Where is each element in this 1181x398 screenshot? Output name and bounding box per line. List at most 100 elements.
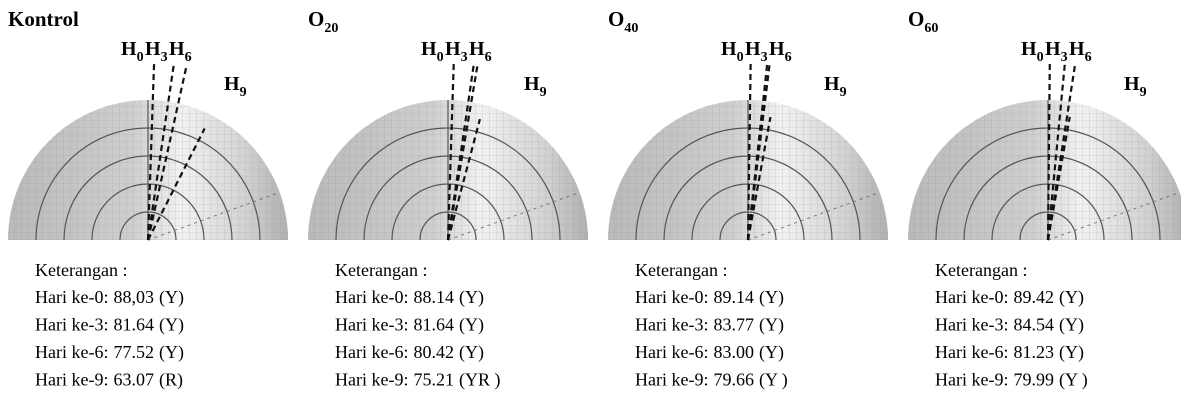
- hue-marker: H6: [469, 38, 492, 65]
- note-heading: Keterangan :: [335, 260, 427, 280]
- page: {"markers": [{"base": "H", "sub": "0"}, …: [0, 0, 1181, 398]
- panel-title: O40: [608, 7, 638, 36]
- row-value: 79.66: [713, 370, 754, 390]
- panel-title: O60: [908, 7, 938, 36]
- hue-marker-base: H: [121, 38, 137, 60]
- hue-marker-base: H: [1124, 73, 1140, 95]
- note-heading: Keterangan :: [935, 260, 1027, 280]
- row-day: Hari ke-6:: [35, 342, 108, 362]
- row-day: Hari ke-9:: [635, 370, 708, 390]
- hue-marker-base: H: [421, 38, 437, 60]
- row-day: Hari ke-0:: [935, 287, 1008, 307]
- row-code: (Y ): [1059, 370, 1088, 391]
- row-value: 79.99: [1013, 370, 1054, 390]
- hue-marker-base: H: [524, 73, 540, 95]
- note-row: Hari ke-9:75.21(YR ): [335, 370, 500, 391]
- note-row: Hari ke-9:63.07(R): [35, 370, 183, 391]
- hue-marker-sub: 3: [1061, 50, 1068, 65]
- note-row: Hari ke-6:83.00(Y): [635, 342, 784, 363]
- row-value: 81.64: [413, 315, 454, 335]
- note-row: Hari ke-3:83.77(Y): [635, 315, 784, 336]
- row-code: (R): [159, 370, 183, 391]
- hue-marker-base: H: [721, 38, 737, 60]
- hue-marker: H9: [1124, 73, 1147, 100]
- hue-marker-base: H: [224, 73, 240, 95]
- note-heading: Keterangan :: [635, 260, 727, 280]
- row-code: (Y): [1059, 287, 1084, 308]
- hue-marker-sub: 6: [785, 50, 792, 65]
- row-code: (Y): [759, 342, 784, 363]
- row-value: 75.21: [413, 370, 454, 390]
- hue-marker-sub: 6: [1085, 50, 1092, 65]
- note-row: Hari ke-3:81.64(Y): [335, 315, 484, 336]
- row-day: Hari ke-0:: [335, 287, 408, 307]
- hue-marker-sub: 3: [461, 50, 468, 65]
- row-code: (Y): [1059, 315, 1084, 336]
- hue-marker: H6: [169, 38, 192, 65]
- hue-marker-sub: 9: [240, 85, 247, 100]
- row-code: (Y): [459, 287, 484, 308]
- hue-marker-sub: 3: [161, 50, 168, 65]
- hue-marker-base: H: [745, 38, 761, 60]
- panel-title-base: O: [908, 7, 924, 31]
- hue-marker-base: H: [169, 38, 185, 60]
- row-day: Hari ke-3:: [635, 315, 708, 335]
- row-day: Hari ke-9:: [35, 370, 108, 390]
- hue-marker-base: H: [445, 38, 461, 60]
- hue-marker-base: H: [1021, 38, 1037, 60]
- panel: O60H0H3H6H9Keterangan :Hari ke-0:89.42(Y…: [908, 7, 1181, 391]
- hue-marker-sub: 9: [840, 85, 847, 100]
- row-code: (Y): [459, 342, 484, 363]
- hue-marker: H3: [745, 38, 768, 65]
- hue-marker-base: H: [824, 73, 840, 95]
- note-row: Hari ke-3:81.64(Y): [35, 315, 184, 336]
- row-code: (Y): [459, 315, 484, 336]
- hue-marker: H6: [769, 38, 792, 65]
- chart-body: [908, 100, 1181, 240]
- row-day: Hari ke-6:: [635, 342, 708, 362]
- panel-title-sub: 60: [924, 21, 938, 36]
- row-day: Hari ke-0:: [635, 287, 708, 307]
- hue-marker: H3: [445, 38, 468, 65]
- row-code: (Y): [1059, 342, 1084, 363]
- panel-title-base: O: [608, 7, 624, 31]
- row-value: 81.64: [113, 315, 154, 335]
- row-code: (Y ): [759, 370, 788, 391]
- row-value: 80.42: [413, 342, 454, 362]
- hue-marker-base: H: [769, 38, 785, 60]
- row-day: Hari ke-9:: [935, 370, 1008, 390]
- hue-marker: H0: [121, 38, 144, 65]
- row-value: 84.54: [1013, 315, 1054, 335]
- row-value: 89.14: [713, 287, 754, 307]
- panel-title-base: O: [308, 7, 324, 31]
- row-day: Hari ke-3:: [35, 315, 108, 335]
- row-value: 83.00: [713, 342, 754, 362]
- hue-marker-sub: 6: [485, 50, 492, 65]
- row-day: Hari ke-3:: [935, 315, 1008, 335]
- figure: KontrolH0H3H6H9Keterangan :Hari ke-0:88,…: [0, 0, 1181, 398]
- row-code: (Y): [759, 315, 784, 336]
- hue-marker-sub: 0: [437, 50, 444, 65]
- row-day: Hari ke-3:: [335, 315, 408, 335]
- row-value: 81.23: [1013, 342, 1054, 362]
- row-value: 89.42: [1013, 287, 1054, 307]
- row-value: 88.14: [413, 287, 454, 307]
- panel-title-sub: 20: [324, 21, 338, 36]
- hue-marker: H6: [1069, 38, 1092, 65]
- hue-marker: H3: [1045, 38, 1068, 65]
- hue-marker-sub: 0: [137, 50, 144, 65]
- hue-marker-base: H: [1069, 38, 1085, 60]
- hue-marker-sub: 6: [185, 50, 192, 65]
- row-code: (Y): [159, 287, 184, 308]
- row-day: Hari ke-6:: [935, 342, 1008, 362]
- hue-marker: H9: [524, 73, 547, 100]
- panel-title: Kontrol: [8, 7, 79, 31]
- note-row: Hari ke-0:88.14(Y): [335, 287, 484, 308]
- hue-marker-sub: 9: [540, 85, 547, 100]
- row-value: 77.52: [113, 342, 154, 362]
- hue-marker-base: H: [1045, 38, 1061, 60]
- chart-grid: [908, 100, 1181, 240]
- note-row: Hari ke-6:80.42(Y): [335, 342, 484, 363]
- hue-marker: H0: [721, 38, 744, 65]
